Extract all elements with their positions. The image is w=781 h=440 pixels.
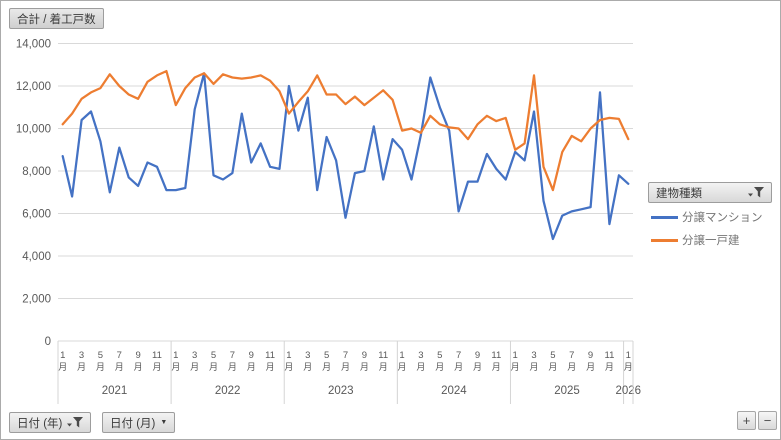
- x-month-suffix: 月: [379, 362, 388, 372]
- axis-field-year-label: 日付 (年): [17, 417, 63, 430]
- x-month-number: 9: [135, 350, 140, 361]
- series-swatch-mansion: [651, 215, 678, 219]
- x-month-suffix: 月: [586, 362, 595, 372]
- value-field-label: 合計 / 着工戸数: [17, 13, 96, 26]
- x-month-suffix: 月: [303, 362, 312, 372]
- x-month-suffix: 月: [416, 362, 425, 372]
- legend-item-mansion[interactable]: 分譲マンション: [651, 209, 763, 225]
- x-month-number: 9: [249, 350, 254, 361]
- x-month-number: 11: [378, 350, 388, 361]
- x-month-suffix: 月: [548, 362, 557, 372]
- axis-field-month-label: 日付 (月): [110, 417, 156, 430]
- x-month-suffix: 月: [96, 362, 105, 372]
- x-month-number: 9: [588, 350, 593, 361]
- x-month-suffix: 月: [190, 362, 199, 372]
- x-month-suffix: 月: [58, 362, 67, 372]
- x-month-number: 1: [513, 350, 518, 361]
- x-year-label: 2022: [215, 385, 241, 397]
- x-month-suffix: 月: [567, 362, 576, 372]
- filter-icon: [748, 187, 764, 198]
- x-month-number: 9: [475, 350, 480, 361]
- x-month-suffix: 月: [605, 362, 614, 372]
- y-tick-label: 4,000: [22, 251, 51, 263]
- x-month-suffix: 月: [492, 362, 501, 372]
- x-month-number: 1: [626, 350, 631, 361]
- y-tick-label: 14,000: [16, 39, 51, 51]
- legend-label-mansion: 分譲マンション: [682, 212, 763, 224]
- x-month-number: 7: [569, 350, 574, 361]
- x-month-suffix: 月: [624, 362, 633, 372]
- expand-field-button[interactable]: +: [737, 411, 756, 430]
- x-month-number: 3: [418, 350, 423, 361]
- x-month-number: 7: [456, 350, 461, 361]
- axis-field-month-button[interactable]: 日付 (月) ▼: [102, 412, 176, 433]
- x-year-label: 2024: [441, 385, 467, 397]
- x-month-suffix: 月: [322, 362, 331, 372]
- x-month-suffix: 月: [134, 362, 143, 372]
- x-month-suffix: 月: [530, 362, 539, 372]
- x-month-suffix: 月: [360, 362, 369, 372]
- legend-field-label: 建物種類: [656, 187, 702, 200]
- x-year-label: 2023: [328, 385, 354, 397]
- legend-item-ikkodate[interactable]: 分譲一戸建: [651, 232, 740, 248]
- x-month-suffix: 月: [341, 362, 350, 372]
- x-year-label: 2021: [102, 385, 128, 397]
- y-tick-label: 6,000: [22, 209, 51, 221]
- series-line-mansion[interactable]: [61, 72, 630, 241]
- x-month-suffix: 月: [454, 362, 463, 372]
- x-month-suffix: 月: [171, 362, 180, 372]
- x-month-number: 7: [343, 350, 348, 361]
- x-month-number: 1: [399, 350, 404, 361]
- axis-field-year-button[interactable]: 日付 (年): [9, 412, 92, 433]
- value-field-button[interactable]: 合計 / 着工戸数: [9, 8, 104, 29]
- x-month-suffix: 月: [209, 362, 218, 372]
- x-month-number: 1: [60, 350, 65, 361]
- x-month-number: 5: [98, 350, 103, 361]
- x-month-number: 3: [79, 350, 84, 361]
- x-month-number: 3: [305, 350, 310, 361]
- x-month-suffix: 月: [228, 362, 237, 372]
- x-month-number: 3: [192, 350, 197, 361]
- filter-icon: [67, 417, 84, 428]
- y-tick-label: 8,000: [22, 166, 51, 178]
- x-month-suffix: 月: [77, 362, 86, 372]
- y-tick-label: 2,000: [22, 294, 51, 306]
- legend-label-ikkodate: 分譲一戸建: [682, 235, 740, 247]
- x-month-number: 11: [152, 350, 162, 361]
- legend-field-button[interactable]: 建物種類: [648, 182, 772, 203]
- y-tick-label: 0: [45, 336, 51, 348]
- x-month-suffix: 月: [266, 362, 275, 372]
- x-month-number: 1: [286, 350, 291, 361]
- series-swatch-ikkodate: [651, 238, 678, 242]
- x-month-suffix: 月: [247, 362, 256, 372]
- x-month-suffix: 月: [398, 362, 407, 372]
- x-month-number: 5: [550, 350, 555, 361]
- x-month-number: 5: [324, 350, 329, 361]
- x-year-label: 2025: [554, 385, 580, 397]
- y-tick-label: 12,000: [16, 81, 51, 93]
- x-month-number: 9: [362, 350, 367, 361]
- chevron-down-icon: ▼: [160, 419, 168, 426]
- x-month-number: 1: [173, 350, 178, 361]
- x-month-number: 11: [265, 350, 275, 361]
- x-month-suffix: 月: [511, 362, 520, 372]
- x-month-number: 11: [604, 350, 614, 361]
- series-line-ikkodate[interactable]: [61, 69, 630, 192]
- x-month-suffix: 月: [115, 362, 124, 372]
- x-month-suffix: 月: [473, 362, 482, 372]
- x-month-number: 5: [437, 350, 442, 361]
- x-year-label: 2026: [615, 385, 641, 397]
- y-tick-label: 10,000: [16, 124, 51, 136]
- x-month-number: 7: [117, 350, 122, 361]
- x-month-number: 5: [211, 350, 216, 361]
- x-month-number: 11: [491, 350, 501, 361]
- x-month-suffix: 月: [284, 362, 293, 372]
- x-month-number: 3: [531, 350, 536, 361]
- collapse-field-button[interactable]: −: [758, 411, 777, 430]
- x-month-number: 7: [230, 350, 235, 361]
- x-month-suffix: 月: [435, 362, 444, 372]
- x-month-suffix: 月: [152, 362, 161, 372]
